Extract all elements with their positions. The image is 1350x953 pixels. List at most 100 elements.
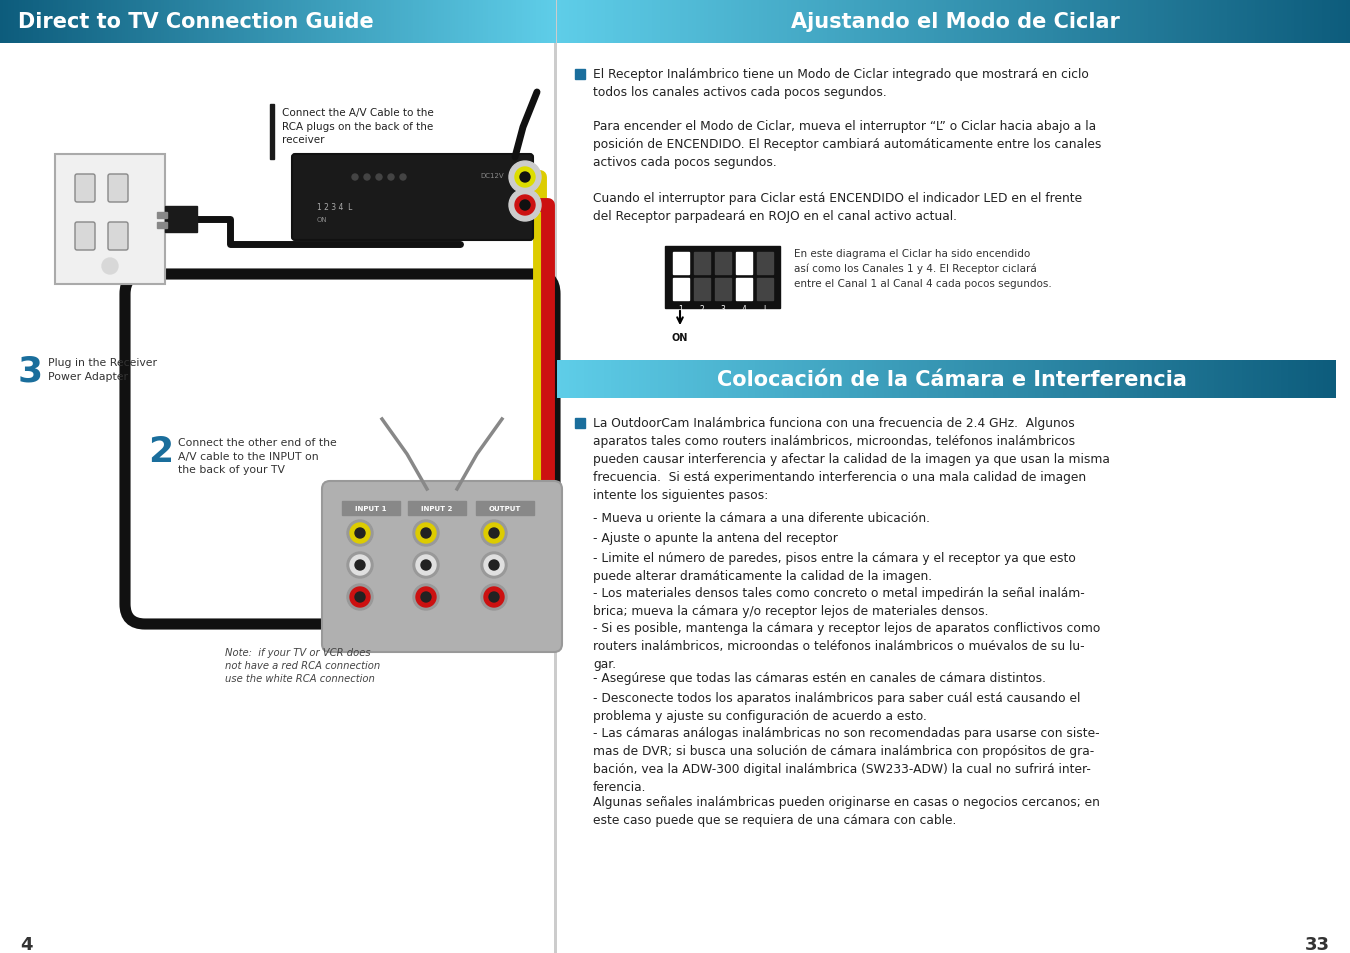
Bar [186, 0, 190, 44]
Text: - Limite el número de paredes, pisos entre la cámara y el receptor ya que esto
p: - Limite el número de paredes, pisos ent… [593, 552, 1076, 582]
Bar [410, 0, 414, 44]
Bar [342, 0, 346, 44]
Bar [1102, 360, 1107, 398]
Bar [1116, 0, 1120, 44]
Bar [694, 278, 710, 301]
Bar [791, 0, 796, 44]
Bar [410, 578, 485, 601]
Bar [1108, 0, 1114, 44]
Bar [621, 0, 625, 44]
Bar [34, 0, 36, 44]
Bar [846, 0, 852, 44]
Circle shape [485, 523, 504, 543]
Circle shape [416, 523, 436, 543]
Bar [389, 0, 393, 44]
Bar [1299, 0, 1303, 44]
Bar [383, 0, 386, 44]
Bar [795, 0, 799, 44]
Bar [528, 0, 531, 44]
Text: En este diagrama el Ciclar ha sido encendido
así como los Canales 1 y 4. El Rece: En este diagrama el Ciclar ha sido encen… [794, 249, 1052, 288]
Bar [1249, 360, 1254, 398]
Bar [787, 360, 791, 398]
Bar [871, 0, 875, 44]
Text: 2: 2 [148, 435, 173, 469]
Bar [1242, 360, 1246, 398]
Bar [1191, 360, 1196, 398]
Bar [502, 0, 506, 44]
Bar [1258, 0, 1264, 44]
Bar [613, 0, 617, 44]
Bar [439, 0, 443, 44]
Bar [575, 418, 585, 429]
Circle shape [347, 584, 373, 610]
Bar [139, 0, 143, 44]
Bar [24, 0, 28, 44]
Bar [810, 360, 815, 398]
Circle shape [481, 520, 508, 546]
Bar [1019, 360, 1025, 398]
Bar [919, 360, 923, 398]
Bar [1029, 0, 1034, 44]
Bar [1048, 360, 1052, 398]
Bar [763, 360, 768, 398]
Bar [888, 360, 892, 398]
Bar [405, 0, 409, 44]
Bar [289, 0, 293, 44]
Bar [678, 360, 683, 398]
Bar [732, 360, 737, 398]
Bar [666, 247, 780, 309]
Bar [575, 70, 585, 80]
Bar [321, 0, 325, 44]
Bar [1277, 360, 1281, 398]
Bar [239, 0, 243, 44]
Bar [953, 0, 958, 44]
Text: Note:  if your TV or VCR does
not have a red RCA connection
use the white RCA co: Note: if your TV or VCR does not have a … [225, 647, 381, 683]
Bar [1315, 0, 1319, 44]
Bar [1164, 360, 1169, 398]
Bar [811, 0, 815, 44]
Bar [1330, 0, 1335, 44]
Bar [659, 360, 663, 398]
Bar [1164, 0, 1169, 44]
Bar [1270, 0, 1276, 44]
Bar [1143, 0, 1149, 44]
Bar [336, 0, 340, 44]
Bar [531, 0, 533, 44]
Bar [281, 0, 284, 44]
Bar [360, 0, 365, 44]
Bar [350, 0, 354, 44]
Bar [331, 0, 333, 44]
Bar [740, 360, 745, 398]
Bar [884, 360, 888, 398]
Bar [541, 0, 545, 44]
Bar [818, 0, 824, 44]
Bar [266, 0, 270, 44]
Bar [748, 0, 752, 44]
Bar [81, 0, 84, 44]
Bar [620, 360, 624, 398]
Bar [640, 0, 645, 44]
Bar [580, 0, 586, 44]
Bar [946, 360, 950, 398]
Bar [192, 0, 196, 44]
Bar [1027, 360, 1033, 398]
Bar [278, 0, 281, 44]
Bar [36, 0, 40, 44]
Bar [1023, 360, 1029, 398]
Bar [882, 0, 887, 44]
Bar [1322, 0, 1327, 44]
Bar [416, 0, 420, 44]
Bar [568, 360, 574, 398]
Bar [516, 0, 520, 44]
Bar [1008, 0, 1014, 44]
Bar [779, 0, 784, 44]
Bar [1092, 0, 1098, 44]
Bar [1292, 360, 1297, 398]
Bar [655, 360, 659, 398]
Bar [625, 0, 629, 44]
Bar [585, 0, 590, 44]
Bar [1152, 360, 1157, 398]
Bar [878, 0, 883, 44]
Circle shape [350, 587, 370, 607]
Text: - Ajuste o apunte la antena del receptor: - Ajuste o apunte la antena del receptor [593, 532, 838, 544]
